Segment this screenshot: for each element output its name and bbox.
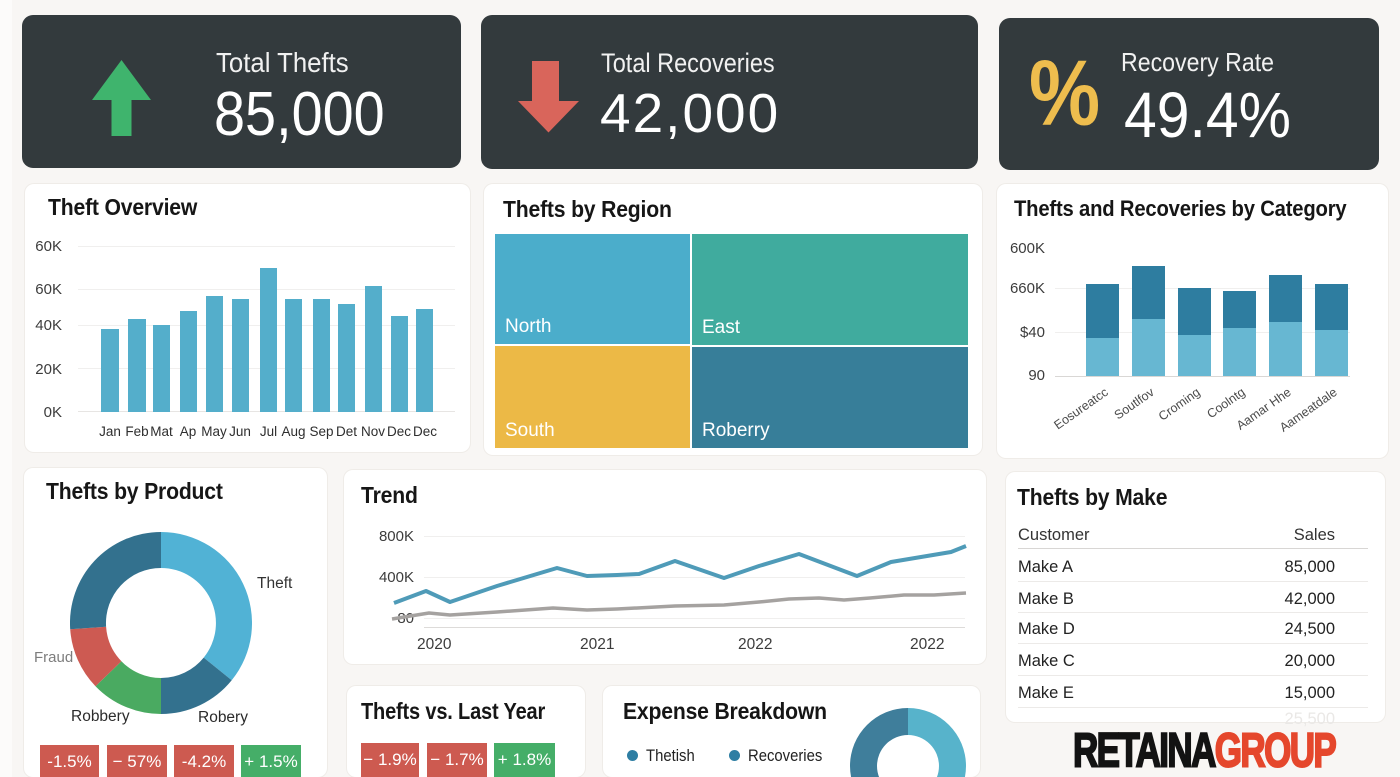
- svg-text:Soutlfov: Soutlfov: [1112, 385, 1158, 423]
- svg-text:Croming: Croming: [1156, 385, 1203, 424]
- svg-text:Eosureatcc: Eosureatcc: [1051, 385, 1110, 432]
